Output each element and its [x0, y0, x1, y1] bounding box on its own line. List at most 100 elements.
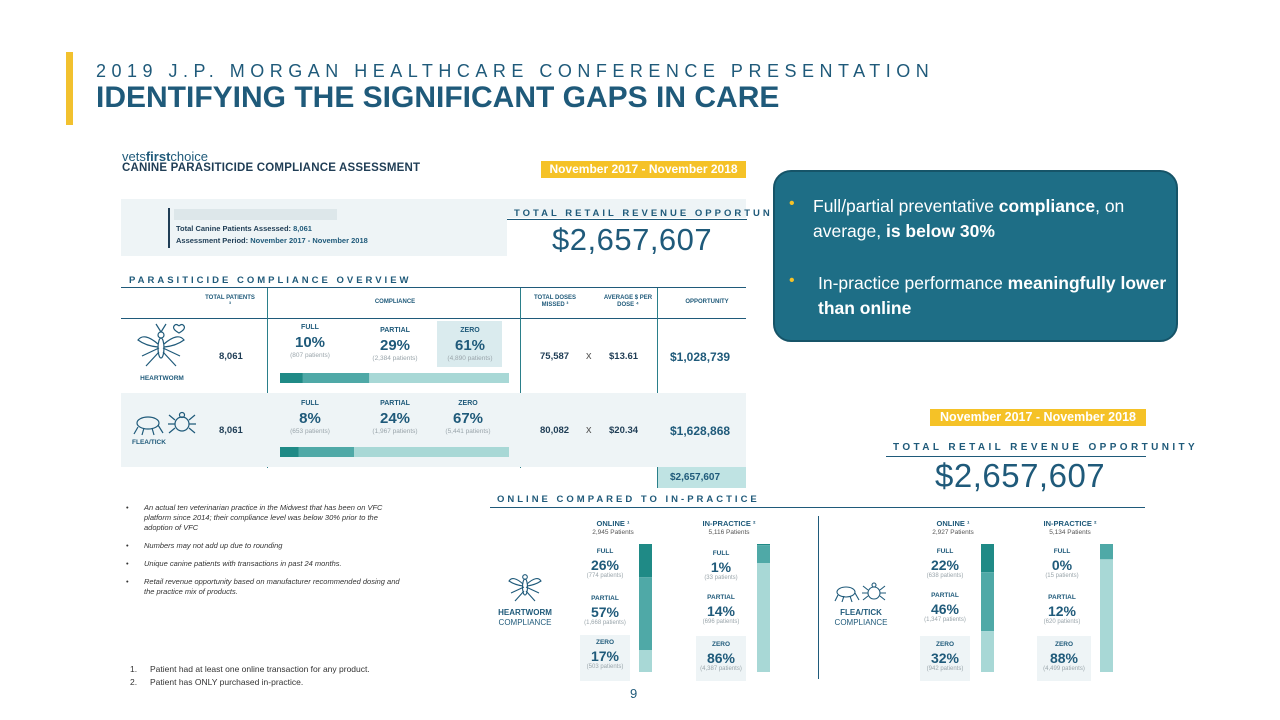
full-pct: 22% — [930, 557, 960, 573]
group-divider — [818, 516, 819, 679]
assessment-title: CANINE PARASITICIDE COMPLIANCE ASSESSMEN… — [122, 162, 421, 174]
zero-label: ZERO — [460, 327, 480, 334]
full-pct: 10% — [294, 334, 326, 351]
row-opportunity: $1,628,868 — [670, 424, 731, 438]
stack-segment-partial — [1100, 544, 1113, 560]
revenue-box — [507, 218, 747, 258]
th-compliance: COMPLIANCE — [374, 299, 416, 305]
partial-pct: 12% — [1047, 603, 1077, 619]
zero-sub: (5,441 patients) — [445, 428, 491, 435]
group-name-sub: COMPLIANCE — [498, 618, 552, 627]
note-item: An actual ten veterinarian practice in t… — [126, 503, 406, 533]
full-label: FULL — [301, 324, 319, 331]
bar-segment-partial — [302, 373, 370, 383]
note-item: Retail revenue opportunity based on manu… — [126, 577, 406, 597]
zero-box — [1037, 636, 1091, 681]
zero-pct: 17% — [590, 648, 620, 664]
assessment-info: Total Canine Patients Assessed: 8,061 As… — [176, 224, 368, 245]
th-total-patients: TOTAL PATIENTS ³ — [205, 295, 255, 308]
partial-sub: (696 patients) — [702, 619, 740, 625]
overview-title: PARASITICIDE COMPLIANCE OVERVIEW — [129, 275, 412, 286]
period-pill-2: November 2017 - November 2018 — [930, 409, 1146, 426]
zero-pct: 86% — [706, 650, 736, 666]
full-pct: 0% — [1051, 557, 1073, 573]
compliance-bar — [280, 370, 509, 383]
revenue-value: $2,657,607 — [552, 222, 713, 257]
full-pct: 26% — [590, 557, 620, 573]
full-pct: 1% — [710, 559, 732, 575]
full-sub: (15 patients) — [1045, 573, 1079, 579]
brand-logo: vetsfirstchoice — [122, 149, 208, 164]
stack-segment-zero — [1100, 559, 1113, 672]
row-patients: 8,061 — [219, 351, 243, 362]
row-price: $13.61 — [609, 351, 639, 362]
zero-label: ZERO — [711, 641, 731, 648]
bar-segment-partial — [298, 447, 355, 457]
row-opportunity: $1,028,739 — [670, 350, 731, 364]
partial-label: PARTIAL — [380, 400, 410, 407]
table-vline-2 — [520, 288, 521, 468]
partial-sub: (1,668 patients) — [584, 620, 626, 626]
stack-segment-partial — [757, 545, 770, 564]
full-pct: 8% — [299, 410, 321, 427]
bullet-icon: • — [789, 195, 795, 212]
full-sub: (807 patients) — [290, 352, 330, 359]
inpractice-patients: 5,116 Patients — [708, 529, 750, 536]
partial-pct: 14% — [706, 603, 736, 619]
stack-segment-zero — [757, 563, 770, 672]
full-label: FULL — [712, 550, 730, 557]
partial-pct: 46% — [930, 601, 960, 617]
footnotes: 1. Patient had at least one online transa… — [130, 663, 370, 689]
zero-box — [437, 321, 502, 367]
row-price: $20.34 — [609, 425, 639, 436]
zero-pct: 67% — [452, 410, 484, 427]
partial-label: PARTIAL — [707, 594, 735, 601]
mosquito-icon — [505, 567, 545, 605]
accent-bar — [66, 52, 73, 125]
full-sub: (774 patients) — [586, 573, 624, 579]
stack-segment-zero — [639, 650, 652, 672]
full-label: FULL — [936, 548, 954, 555]
partial-pct: 24% — [379, 410, 411, 427]
row-name-heartworm: HEARTWORM — [140, 375, 184, 382]
times-sign: x — [586, 350, 592, 362]
bar-segment-full — [280, 447, 299, 457]
zero-sub: (4,387 patients) — [700, 666, 742, 672]
online-head: ONLINE ¹ — [596, 519, 630, 528]
footnote: 2. Patient has ONLY purchased in-practice… — [130, 677, 304, 687]
partial-sub: (620 patients) — [1043, 619, 1081, 625]
inpractice-head: IN-PRACTICE ² — [1043, 519, 1097, 528]
revenue-label: TOTAL RETAIL REVENUE OPPORTUNITY — [514, 208, 797, 219]
zero-box — [920, 636, 970, 681]
row-doses: 75,587 — [540, 351, 570, 362]
row-patients: 8,061 — [219, 425, 243, 436]
inpractice-head: IN-PRACTICE ² — [702, 519, 756, 528]
full-label: FULL — [596, 548, 614, 555]
footnote: 1. Patient had at least one online transa… — [130, 664, 370, 674]
table-vline-1 — [267, 288, 268, 468]
bullet-icon: • — [789, 272, 795, 289]
info-highlight — [174, 209, 337, 220]
online-patients: 2,945 Patients — [592, 529, 634, 536]
group-name: FLEA/TICK — [840, 608, 882, 617]
flea-tick-icon — [130, 407, 200, 437]
online-vs-rule — [490, 507, 1145, 508]
zero-pct: 88% — [1049, 650, 1079, 666]
partial-sub: (1,967 patients) — [372, 428, 418, 435]
online-stack-bar — [639, 544, 652, 672]
zero-box — [580, 635, 630, 681]
conference-title: 2019 J.P. MORGAN HEALTHCARE CONFERENCE P… — [96, 61, 935, 81]
zero-sub: (4,890 patients) — [447, 355, 493, 362]
inpractice-stack-bar — [757, 544, 770, 672]
online-vs-title: ONLINE COMPARED TO IN-PRACTICE — [497, 494, 760, 505]
zero-pct: 61% — [454, 337, 486, 354]
th-opportunity: OPPORTUNITY — [685, 299, 729, 305]
table-vline-3 — [657, 288, 658, 488]
group-name: HEARTWORM — [498, 608, 552, 617]
row-doses: 80,082 — [540, 425, 570, 436]
page-title: IDENTIFYING THE SIGNIFICANT GAPS IN CARE — [96, 81, 780, 114]
stack-segment-partial — [639, 577, 652, 651]
zero-sub: (4,499 patients) — [1043, 666, 1085, 672]
stack-segment-full — [757, 544, 770, 546]
zero-label: ZERO — [458, 400, 478, 407]
